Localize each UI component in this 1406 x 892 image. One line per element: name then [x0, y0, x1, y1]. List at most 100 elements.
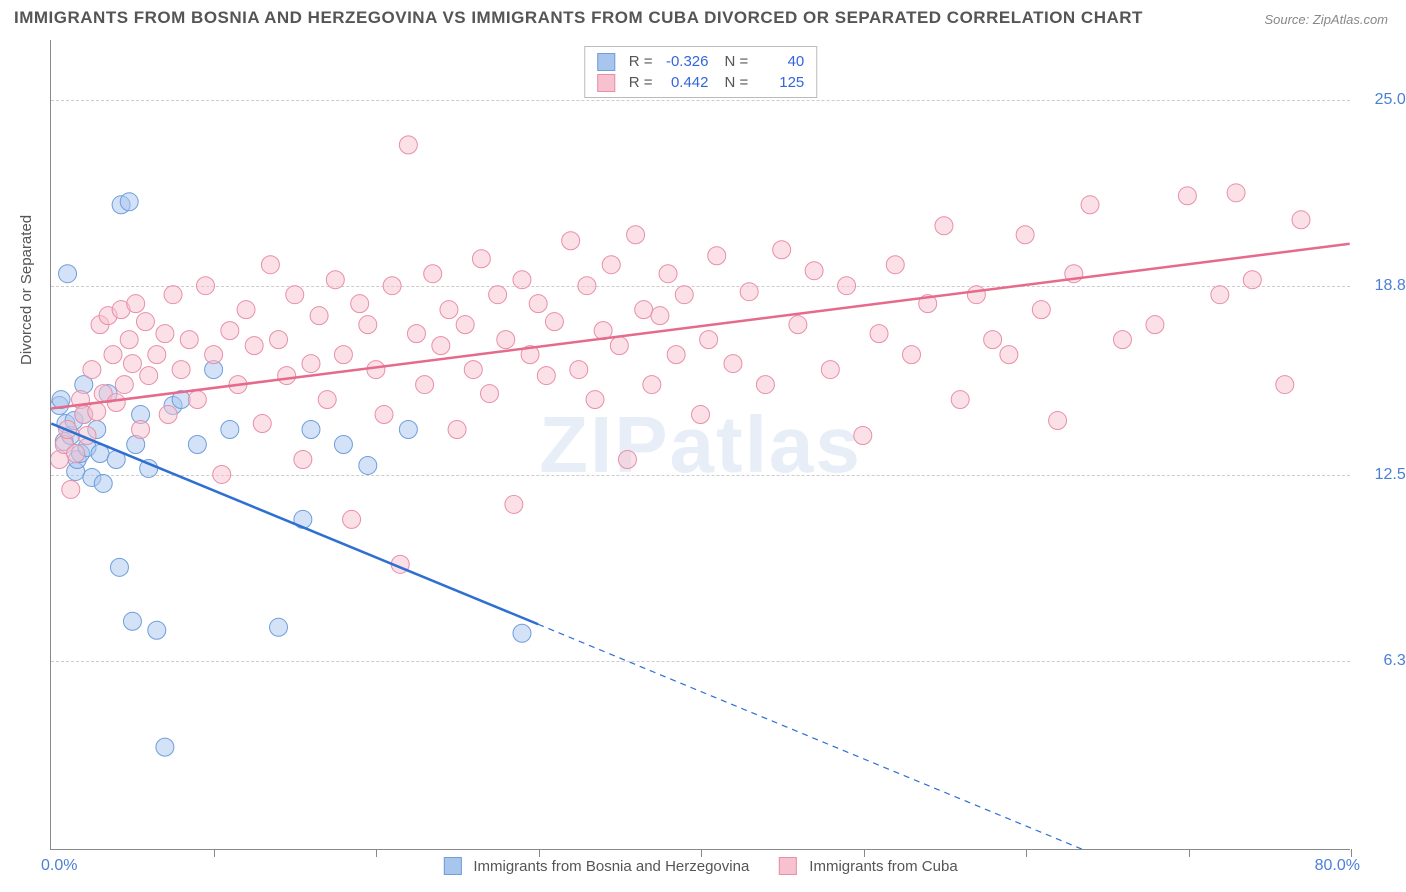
- scatter-point: [120, 193, 138, 211]
- scatter-point: [302, 355, 320, 373]
- x-tick: [864, 849, 865, 857]
- scatter-point: [756, 376, 774, 394]
- scatter-point: [196, 277, 214, 295]
- scatter-point: [610, 337, 628, 355]
- scatter-point: [120, 331, 138, 349]
- legend-n-value: 40: [754, 51, 804, 72]
- legend-r-value: -0.326: [659, 51, 709, 72]
- y-tick-label: 25.0%: [1360, 91, 1406, 109]
- scatter-point: [545, 313, 563, 331]
- legend-swatch: [779, 857, 797, 875]
- scatter-point: [489, 286, 507, 304]
- legend-r-label: R =: [629, 72, 653, 93]
- scatter-point: [1211, 286, 1229, 304]
- legend-n-value: 125: [754, 72, 804, 93]
- scatter-point: [1227, 184, 1245, 202]
- scatter-point: [156, 738, 174, 756]
- scatter-point: [351, 295, 369, 313]
- legend-label: Immigrants from Cuba: [809, 858, 957, 875]
- scatter-point: [261, 256, 279, 274]
- scatter-point: [270, 618, 288, 636]
- scatter-point: [505, 495, 523, 513]
- scatter-point: [570, 361, 588, 379]
- scatter-point: [334, 346, 352, 364]
- scatter-point: [870, 325, 888, 343]
- scatter-point: [367, 361, 385, 379]
- scatter-point: [692, 406, 710, 424]
- scatter-point: [935, 217, 953, 235]
- chart-svg: [51, 40, 1350, 849]
- scatter-point: [310, 307, 328, 325]
- scatter-point: [1146, 316, 1164, 334]
- scatter-point: [700, 331, 718, 349]
- scatter-point: [159, 406, 177, 424]
- scatter-point: [221, 421, 239, 439]
- scatter-point: [464, 361, 482, 379]
- scatter-point: [586, 391, 604, 409]
- legend-bottom: Immigrants from Bosnia and Herzegovina Im…: [443, 857, 957, 875]
- legend-swatch: [443, 857, 461, 875]
- scatter-point: [1113, 331, 1131, 349]
- plot-area: ZIPatlas R = -0.326 N = 40 R = 0.442 N =…: [50, 40, 1350, 850]
- y-tick-label: 12.5%: [1360, 466, 1406, 484]
- x-tick: [1189, 849, 1190, 857]
- scatter-point: [1292, 211, 1310, 229]
- scatter-point: [62, 480, 80, 498]
- legend-r-label: R =: [629, 51, 653, 72]
- scatter-point: [740, 283, 758, 301]
- scatter-point: [140, 367, 158, 385]
- scatter-point: [651, 307, 669, 325]
- scatter-point: [618, 450, 636, 468]
- scatter-point: [903, 346, 921, 364]
- scatter-point: [286, 286, 304, 304]
- legend-bottom-item: Immigrants from Bosnia and Herzegovina: [443, 857, 749, 875]
- scatter-point: [148, 346, 166, 364]
- scatter-point: [123, 612, 141, 630]
- scatter-point: [104, 346, 122, 364]
- x-tick: [701, 849, 702, 857]
- x-tick: [1026, 849, 1027, 857]
- scatter-point: [302, 421, 320, 439]
- y-tick-label: 18.8%: [1360, 277, 1406, 295]
- scatter-point: [213, 465, 231, 483]
- x-tick: [1351, 849, 1352, 857]
- scatter-point: [675, 286, 693, 304]
- scatter-point: [326, 271, 344, 289]
- scatter-point: [773, 241, 791, 259]
- x-tick: [539, 849, 540, 857]
- scatter-point: [1276, 376, 1294, 394]
- legend-r-value: 0.442: [659, 72, 709, 93]
- scatter-point: [602, 256, 620, 274]
- y-tick-label: 6.3%: [1360, 652, 1406, 670]
- scatter-point: [472, 250, 490, 268]
- scatter-point: [237, 301, 255, 319]
- scatter-point: [399, 421, 417, 439]
- scatter-point: [148, 621, 166, 639]
- legend-bottom-item: Immigrants from Cuba: [779, 857, 957, 875]
- scatter-point: [1016, 226, 1034, 244]
- scatter-point: [821, 361, 839, 379]
- scatter-point: [1178, 187, 1196, 205]
- x-axis-min: 0.0%: [41, 857, 77, 875]
- legend-swatch: [597, 53, 615, 71]
- legend-swatch: [597, 74, 615, 92]
- scatter-point: [399, 136, 417, 154]
- scatter-point: [94, 474, 112, 492]
- scatter-point: [359, 456, 377, 474]
- scatter-point: [253, 415, 271, 433]
- scatter-point: [432, 337, 450, 355]
- scatter-point: [115, 376, 133, 394]
- scatter-point: [221, 322, 239, 340]
- scatter-point: [854, 427, 872, 445]
- scatter-point: [424, 265, 442, 283]
- scatter-point: [107, 394, 125, 412]
- legend-n-label: N =: [725, 72, 749, 93]
- scatter-point: [359, 316, 377, 334]
- scatter-point: [789, 316, 807, 334]
- scatter-point: [838, 277, 856, 295]
- scatter-point: [627, 226, 645, 244]
- scatter-point: [1243, 271, 1261, 289]
- scatter-point: [805, 262, 823, 280]
- scatter-point: [1081, 196, 1099, 214]
- scatter-point: [156, 325, 174, 343]
